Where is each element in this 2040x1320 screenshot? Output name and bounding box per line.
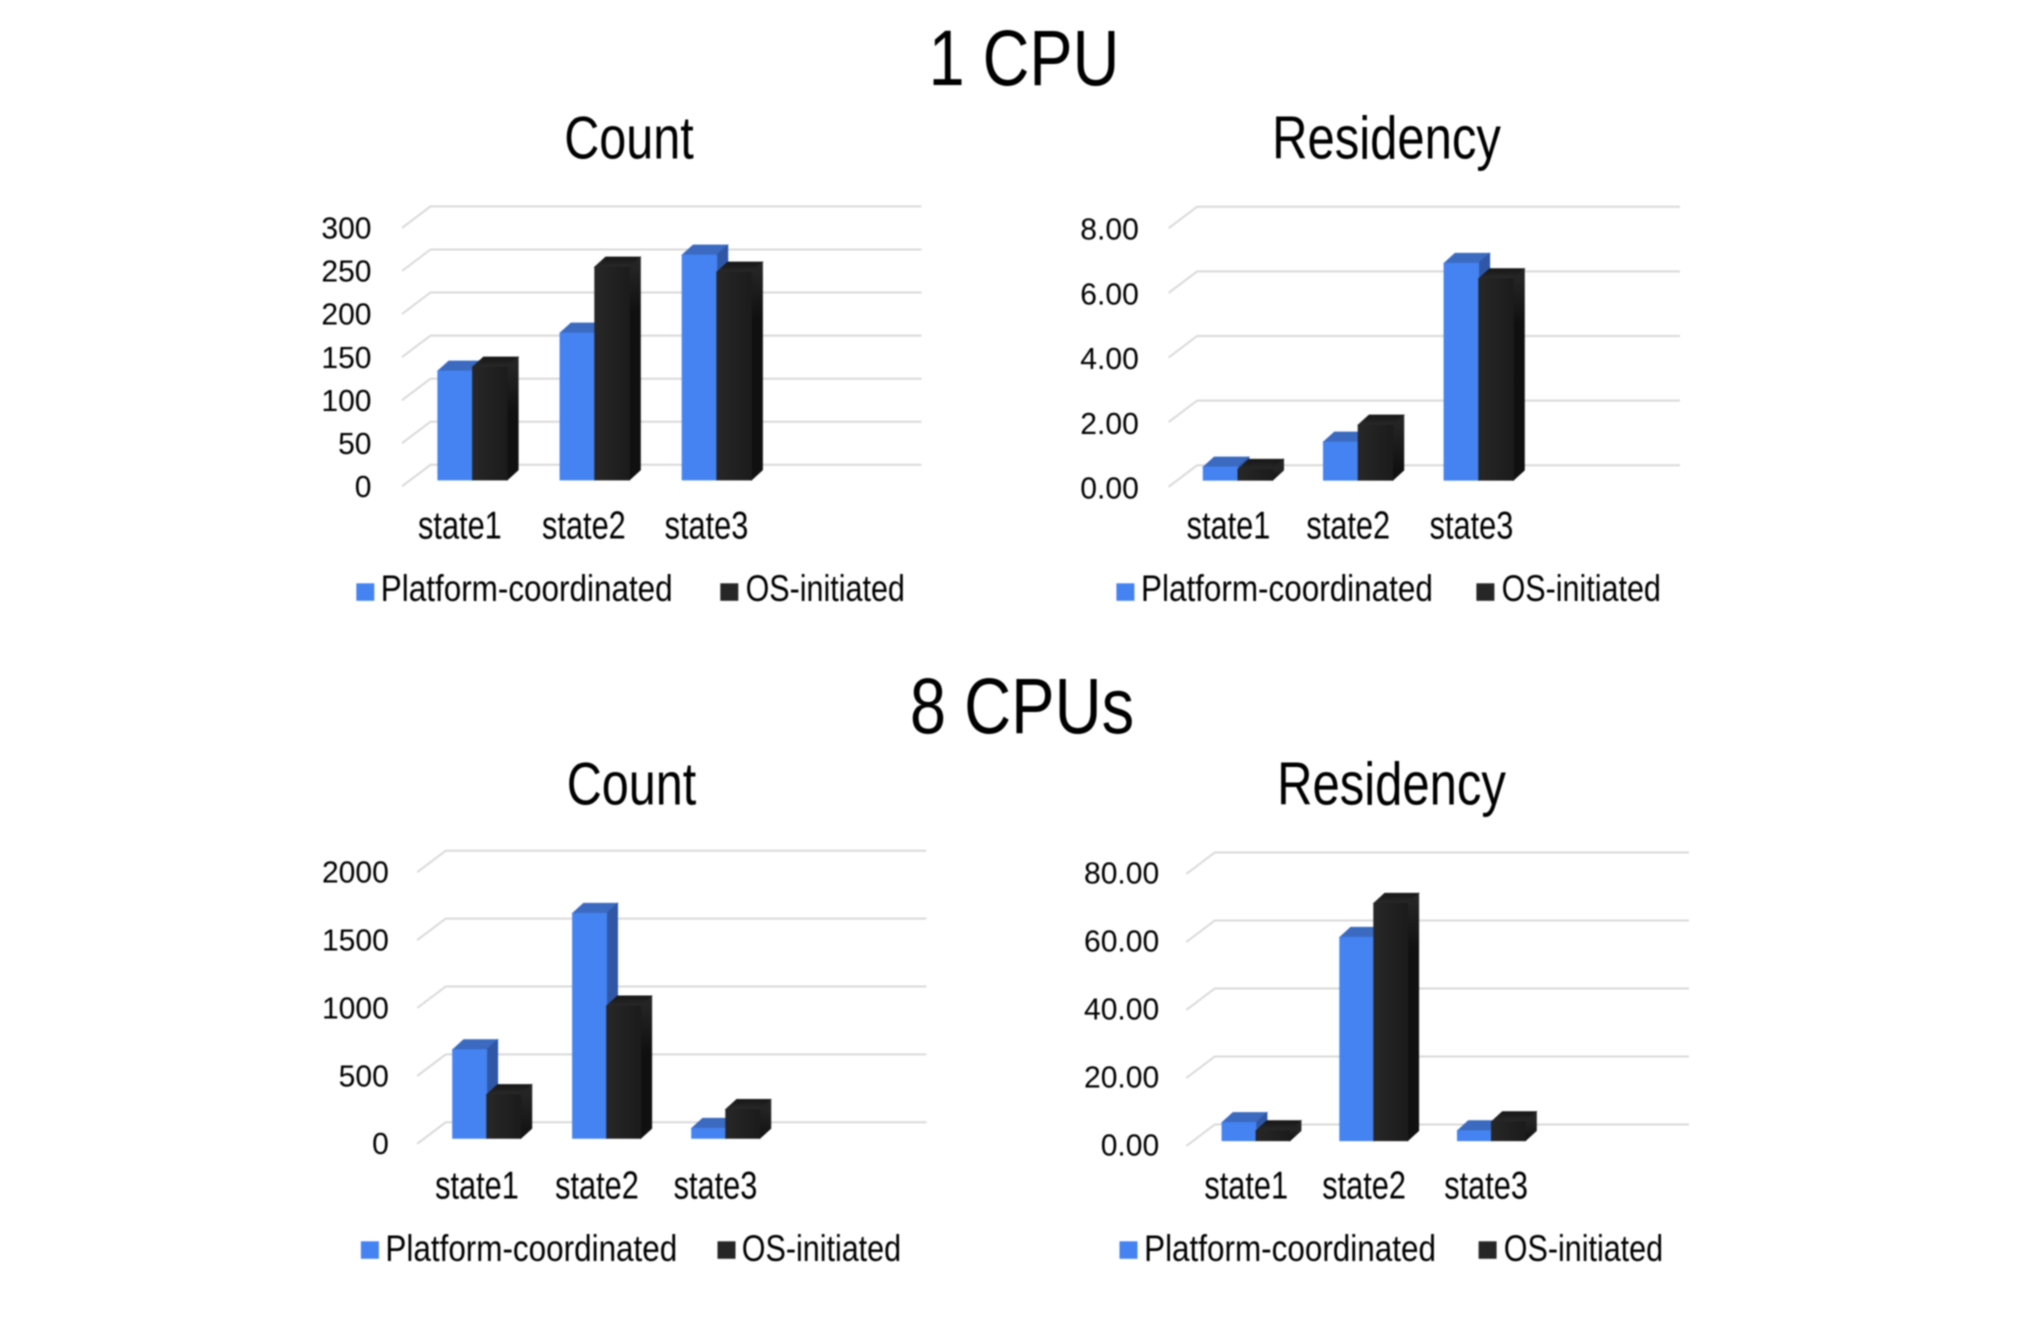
svg-text:8 CPUs: 8 CPUs <box>910 662 1134 750</box>
svg-text:80.00: 80.00 <box>1084 856 1159 891</box>
svg-text:state2: state2 <box>1322 1164 1406 1207</box>
svg-text:1 CPU: 1 CPU <box>929 15 1120 102</box>
svg-text:OS-initiated: OS-initiated <box>1504 1228 1663 1269</box>
svg-text:state3: state3 <box>1430 504 1514 547</box>
svg-text:state2: state2 <box>1306 504 1390 547</box>
svg-text:8.00: 8.00 <box>1080 212 1138 247</box>
svg-text:OS-initiated: OS-initiated <box>742 1228 901 1269</box>
svg-text:state1: state1 <box>418 504 502 547</box>
svg-text:2000: 2000 <box>322 855 389 890</box>
svg-text:Count: Count <box>567 751 697 818</box>
svg-text:Platform-coordinated: Platform-coordinated <box>1141 568 1433 609</box>
svg-text:500: 500 <box>339 1059 389 1094</box>
svg-text:Platform-coordinated: Platform-coordinated <box>1144 1228 1436 1269</box>
svg-text:1000: 1000 <box>322 991 389 1026</box>
svg-text:40.00: 40.00 <box>1084 992 1159 1027</box>
svg-text:100: 100 <box>321 383 371 418</box>
svg-text:state1: state1 <box>1204 1164 1288 1207</box>
svg-text:state3: state3 <box>665 504 749 547</box>
svg-text:6.00: 6.00 <box>1080 277 1138 312</box>
svg-text:200: 200 <box>321 297 371 332</box>
svg-text:0: 0 <box>355 470 372 505</box>
svg-text:Residency: Residency <box>1277 750 1506 818</box>
svg-text:50: 50 <box>338 426 371 461</box>
svg-text:250: 250 <box>321 254 371 289</box>
svg-text:Platform-coordinated: Platform-coordinated <box>381 568 673 609</box>
svg-text:4.00: 4.00 <box>1080 342 1138 377</box>
svg-text:state1: state1 <box>435 1164 519 1207</box>
svg-text:Count: Count <box>564 105 694 172</box>
svg-text:state3: state3 <box>674 1164 758 1207</box>
svg-text:300: 300 <box>321 211 371 246</box>
svg-text:state3: state3 <box>1444 1164 1528 1207</box>
svg-text:state1: state1 <box>1187 504 1271 547</box>
svg-text:60.00: 60.00 <box>1084 924 1159 959</box>
svg-text:0.00: 0.00 <box>1080 471 1138 506</box>
svg-text:state2: state2 <box>542 504 626 547</box>
svg-text:OS-initiated: OS-initiated <box>746 568 905 609</box>
svg-text:0: 0 <box>372 1127 389 1162</box>
svg-text:20.00: 20.00 <box>1084 1060 1159 1095</box>
svg-text:1500: 1500 <box>322 923 389 958</box>
svg-text:150: 150 <box>321 340 371 375</box>
svg-text:0.00: 0.00 <box>1101 1128 1159 1163</box>
svg-text:Residency: Residency <box>1272 104 1501 172</box>
svg-text:OS-initiated: OS-initiated <box>1502 568 1661 609</box>
svg-text:2.00: 2.00 <box>1080 406 1138 441</box>
svg-text:state2: state2 <box>555 1164 639 1207</box>
svg-text:Platform-coordinated: Platform-coordinated <box>385 1228 677 1269</box>
